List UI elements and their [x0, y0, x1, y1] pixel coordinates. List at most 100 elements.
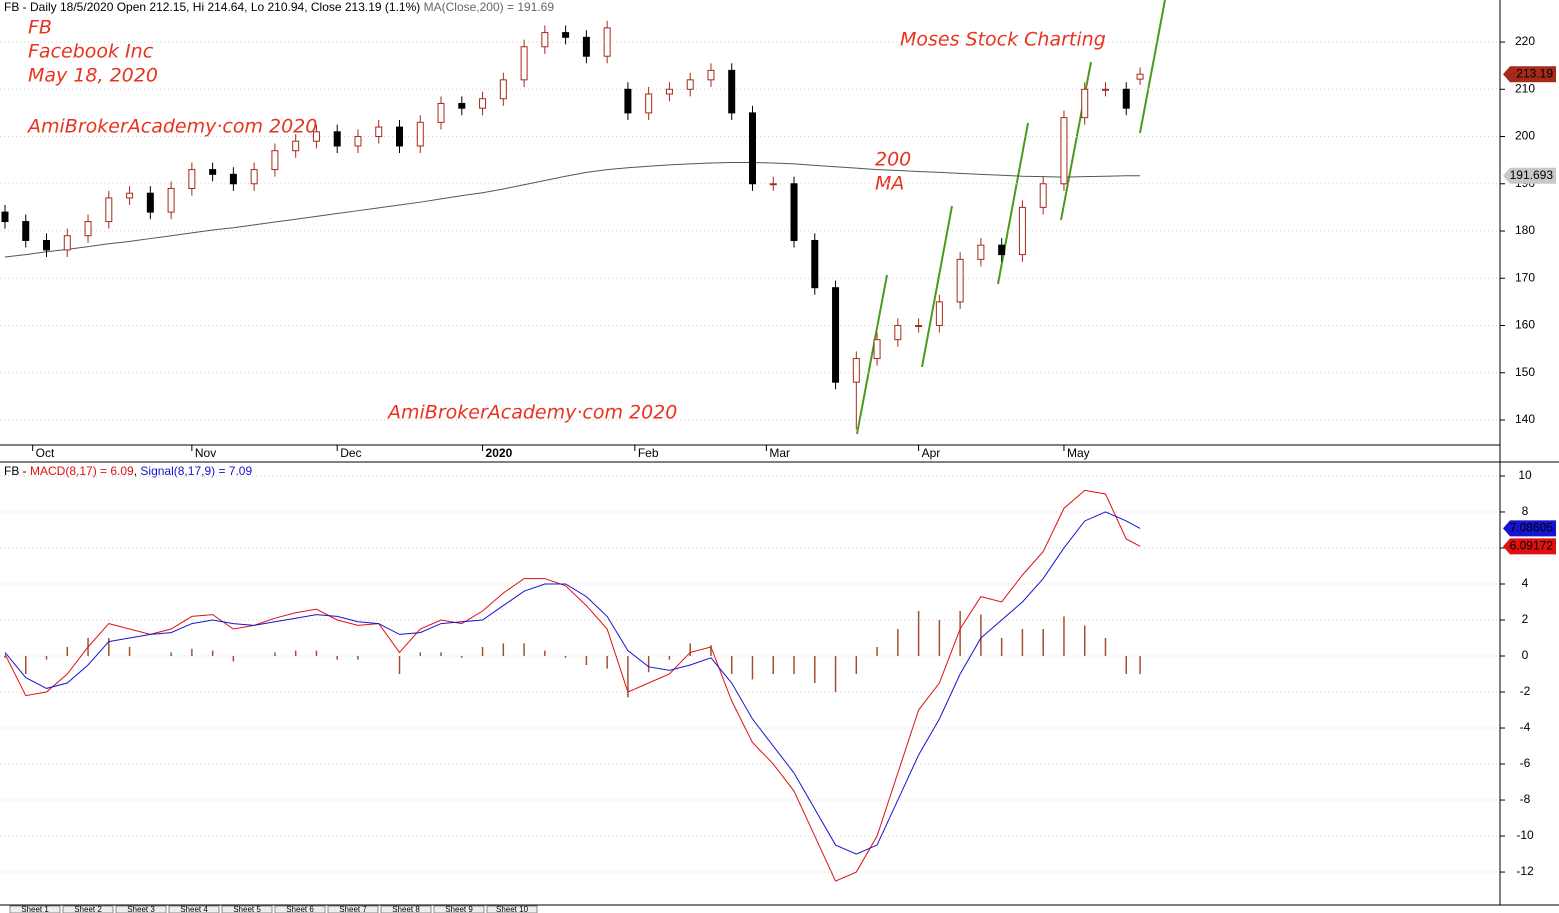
- annotation: 200: [875, 149, 911, 171]
- sheet-tab-label: Sheet 6: [286, 905, 314, 913]
- annotation: AmiBrokerAcademy·com 2020: [26, 116, 317, 138]
- candle-body: [333, 131, 341, 147]
- candle-body: [126, 192, 134, 199]
- y-tick-label: 2: [1522, 612, 1529, 626]
- candle-body: [541, 32, 549, 48]
- candle-body: [22, 221, 30, 241]
- value-badge-label: 7.08605: [1510, 521, 1554, 535]
- sheet-tab[interactable]: [274, 905, 326, 913]
- candle-body: [271, 150, 279, 171]
- sheet-tab[interactable]: [115, 905, 167, 913]
- value-badge-label: 191.693: [1510, 168, 1554, 182]
- candle-body: [229, 173, 237, 185]
- y-tick-label: -2: [1520, 684, 1531, 698]
- sheet-tab[interactable]: [62, 905, 114, 913]
- y-tick-label: -6: [1520, 756, 1531, 770]
- candle-body: [84, 221, 92, 237]
- candle-body: [811, 239, 819, 289]
- value-badge: [1503, 66, 1556, 83]
- candle-body: [1018, 206, 1026, 256]
- candle-body: [603, 27, 611, 57]
- value-badge: [1503, 520, 1556, 537]
- series-line: [4, 162, 1141, 258]
- candle-body: [520, 46, 528, 81]
- candle-body: [998, 244, 1006, 256]
- x-tick-label: Feb: [638, 446, 659, 460]
- macd-header: FB - MACD(8,17) = 6.09, Signal(8,17,9) =…: [4, 464, 252, 478]
- candle-body: [479, 98, 487, 109]
- trend-line: [1060, 61, 1092, 221]
- candle-body: [63, 235, 71, 251]
- x-tick-label: Dec: [340, 446, 361, 460]
- y-tick-label: 210: [1515, 81, 1535, 95]
- candle-body: [292, 140, 300, 152]
- candle-body: [977, 244, 985, 260]
- sheet-tab[interactable]: [380, 905, 432, 913]
- candle-body: [188, 169, 196, 189]
- x-tick-label: Oct: [36, 446, 55, 460]
- chart-header: FB - Daily 18/5/2020 Open 212.15, Hi 214…: [4, 0, 554, 14]
- sheet-tab[interactable]: [433, 905, 485, 913]
- sheet-tab-label: Sheet 7: [339, 905, 367, 913]
- candle-body: [1136, 73, 1144, 80]
- annotation: MA: [875, 173, 904, 195]
- series-line: [4, 511, 1141, 855]
- y-tick-label: 160: [1515, 318, 1535, 332]
- candle-body: [209, 169, 217, 175]
- candle-body: [665, 88, 673, 95]
- y-tick-label: 140: [1515, 412, 1535, 426]
- x-tick-label: May: [1067, 446, 1090, 460]
- legend-entry: MA(Close,200) = 191.69: [424, 0, 555, 14]
- sheet-tab[interactable]: [9, 905, 61, 913]
- candle-body: [396, 126, 404, 147]
- candle-body: [416, 121, 424, 147]
- annotation: Facebook Inc: [28, 41, 154, 63]
- candle-body: [105, 197, 113, 223]
- y-tick-label: -12: [1516, 864, 1534, 878]
- y-tick-label: -10: [1516, 828, 1534, 842]
- value-badge: [1503, 167, 1556, 184]
- candle-body: [935, 301, 943, 326]
- chart-title: FB - Daily 18/5/2020 Open 212.15, Hi 214…: [4, 0, 420, 14]
- trend-line: [1139, 0, 1166, 134]
- y-tick-label: 150: [1515, 365, 1535, 379]
- candle-body: [852, 358, 860, 383]
- sheet-tab[interactable]: [486, 905, 538, 913]
- candle-body: [1060, 117, 1068, 185]
- sheet-tab[interactable]: [221, 905, 273, 913]
- candle-body: [167, 187, 175, 213]
- y-tick-label: -8: [1520, 792, 1531, 806]
- candle-body: [375, 126, 383, 138]
- candle-body: [728, 69, 736, 114]
- series-line: [4, 489, 1141, 882]
- candle-body: [354, 136, 362, 147]
- candle-body: [43, 239, 51, 251]
- sheet-tab[interactable]: [327, 905, 379, 913]
- x-tick-label: Nov: [195, 446, 216, 460]
- candle-body: [458, 102, 466, 109]
- candle-body: [894, 324, 902, 341]
- y-tick-label: 0: [1522, 648, 1529, 662]
- candle-body: [832, 287, 840, 383]
- sheet-tab-label: Sheet 3: [127, 905, 155, 913]
- trend-lines: [856, 0, 1166, 435]
- candle-body: [748, 112, 756, 185]
- sheet-tab[interactable]: [168, 905, 220, 913]
- candle-body: [250, 169, 258, 185]
- x-tick-label: 2020: [486, 446, 513, 460]
- y-tick-label: 4: [1522, 576, 1529, 590]
- candle-body: [582, 36, 590, 57]
- trend-line: [921, 205, 953, 368]
- sheet-tab-label: Sheet 4: [180, 905, 208, 913]
- y-tick-label: 8: [1522, 504, 1529, 518]
- annotation: May 18, 2020: [28, 65, 158, 87]
- candle-body: [146, 192, 154, 213]
- value-badge: [1503, 538, 1556, 555]
- y-tick-label: 10: [1518, 468, 1532, 482]
- annotation: FB: [28, 17, 52, 39]
- candle-body: [437, 102, 445, 123]
- value-badge-label: 6.09172: [1510, 538, 1554, 552]
- candle-body: [769, 183, 777, 186]
